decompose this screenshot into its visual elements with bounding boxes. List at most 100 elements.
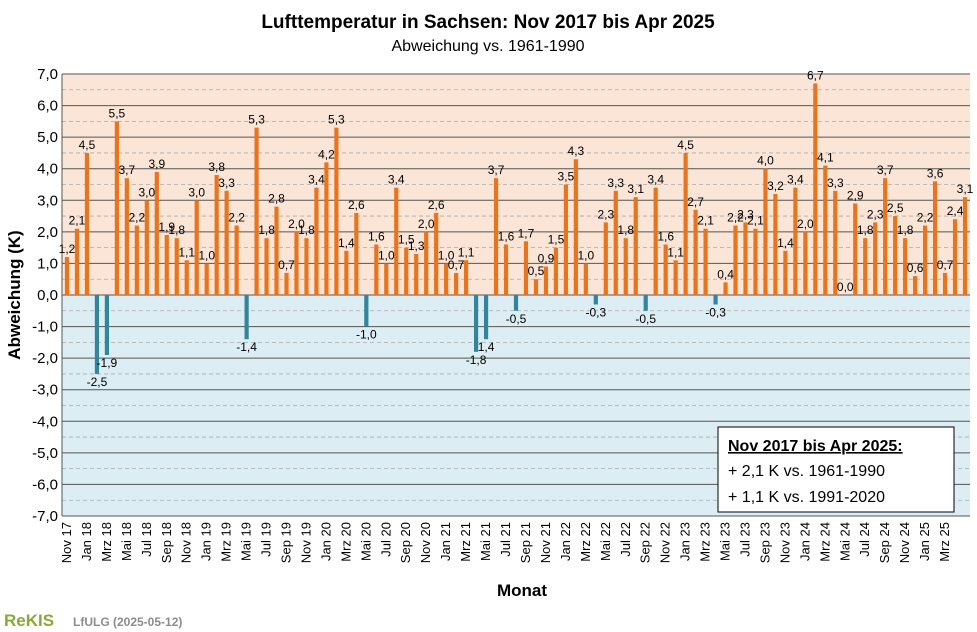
- data-label: -0,3: [705, 305, 726, 319]
- bar: [374, 244, 379, 295]
- data-label: 3,5: [558, 170, 575, 184]
- data-label: 0,7: [448, 258, 465, 272]
- y-tick-label: -5,0: [32, 445, 58, 462]
- data-label: 2,2: [727, 211, 744, 225]
- data-label: 3,1: [957, 182, 974, 196]
- data-label: -0,5: [506, 312, 527, 326]
- bar: [434, 212, 439, 295]
- x-tick-label: Jul 18: [139, 522, 154, 557]
- bar: [643, 295, 648, 311]
- data-label: 2,0: [418, 217, 435, 231]
- x-tick-label: Jan 20: [318, 522, 333, 561]
- data-label: 1,0: [378, 248, 395, 262]
- x-tick-label: Sep 20: [398, 522, 413, 563]
- bar: [962, 197, 968, 295]
- bar: [324, 162, 329, 295]
- data-label: 1,0: [578, 248, 595, 262]
- bar: [583, 263, 588, 295]
- x-tick-label: Mrz 24: [817, 522, 832, 562]
- data-label: 3,2: [767, 179, 784, 193]
- bar: [613, 190, 618, 295]
- y-tick-label: 2,0: [37, 224, 58, 241]
- x-tick-label: Mai 21: [478, 522, 493, 561]
- data-labels: 1,22,14,5-2,5-1,95,53,72,23,03,91,91,81,…: [59, 68, 974, 388]
- bar: [74, 228, 80, 295]
- data-label: 2,7: [687, 195, 704, 209]
- data-label: 2,8: [268, 192, 285, 206]
- data-label: 2,0: [288, 217, 305, 231]
- data-label: 3,7: [488, 163, 505, 177]
- data-label: 0,6: [907, 261, 924, 275]
- bar: [473, 295, 479, 352]
- bar: [84, 152, 90, 295]
- x-tick-label: Jul 21: [498, 522, 513, 557]
- chart-subtitle: Abweichung vs. 1961-1990: [391, 38, 584, 55]
- bar: [204, 263, 209, 295]
- data-label: 1,1: [667, 245, 684, 259]
- bar: [633, 197, 638, 295]
- y-tick-label: -1,0: [32, 319, 58, 336]
- summary-box: Nov 2017 bis Apr 2025: + 2,1 K vs. 1961-…: [717, 426, 955, 513]
- bar: [154, 171, 159, 295]
- x-tick-label: Jan 25: [917, 522, 932, 561]
- data-label: -2,5: [87, 375, 108, 389]
- bar: [344, 250, 349, 295]
- bar: [553, 247, 559, 295]
- data-label: 3,1: [627, 182, 644, 196]
- bar: [543, 266, 549, 295]
- bar: [134, 225, 139, 295]
- bar: [174, 238, 179, 295]
- bar: [803, 231, 808, 295]
- bar: [274, 206, 279, 295]
- summary-heading: Nov 2017 bis Apr 2025:: [728, 438, 903, 455]
- data-label: 2,1: [697, 214, 714, 228]
- y-tick-label: 6,0: [37, 98, 58, 115]
- bar: [264, 238, 269, 295]
- data-label: 2,4: [947, 204, 964, 218]
- data-label: 1,4: [338, 236, 355, 250]
- x-tick-label: Jul 19: [259, 522, 274, 557]
- data-label: 3,4: [647, 173, 664, 187]
- x-tick-label: Jul 22: [618, 522, 633, 557]
- bar: [454, 272, 459, 295]
- bar: [464, 260, 469, 295]
- x-tick-label: Nov 19: [298, 522, 313, 563]
- bar: [533, 279, 539, 295]
- x-tick-label: Nov 20: [418, 522, 433, 563]
- x-tick-label: Nov 17: [59, 522, 74, 563]
- bar: [883, 178, 888, 295]
- x-tick-label: Nov 23: [777, 522, 792, 563]
- bar: [783, 250, 788, 295]
- data-label: 0,4: [717, 267, 734, 281]
- bar: [733, 225, 738, 295]
- chart-title: Lufttemperatur in Sachsen: Nov 2017 bis …: [261, 12, 715, 33]
- bar: [424, 231, 429, 295]
- x-tick-label: Mai 18: [119, 522, 134, 561]
- x-tick-label: Mai 22: [598, 522, 613, 561]
- bar: [523, 241, 529, 295]
- x-tick-label: Nov 21: [538, 522, 553, 563]
- y-tick-label: 7,0: [37, 66, 58, 83]
- data-label: 1,6: [498, 229, 515, 243]
- y-tick-label: -6,0: [32, 476, 58, 493]
- data-label: 1,2: [59, 242, 76, 256]
- data-label: 1,8: [258, 223, 275, 237]
- x-tick-label: Jul 20: [378, 522, 393, 557]
- bar: [404, 247, 409, 295]
- bar: [334, 127, 339, 296]
- data-label: 5,3: [248, 113, 265, 127]
- bar: [483, 295, 489, 340]
- bar: [234, 225, 239, 295]
- bar: [942, 272, 948, 295]
- data-label: 1,5: [548, 233, 565, 247]
- x-tick-label: Mrz 21: [458, 522, 473, 562]
- bar: [853, 203, 858, 295]
- bar: [932, 181, 938, 295]
- data-label: -1,9: [97, 356, 118, 370]
- bar: [503, 244, 509, 295]
- data-label: 3,0: [138, 185, 155, 199]
- x-tick-label: Mrz 20: [338, 522, 353, 562]
- data-label: 1,7: [518, 226, 535, 240]
- x-tick-label: Jan 22: [558, 522, 573, 561]
